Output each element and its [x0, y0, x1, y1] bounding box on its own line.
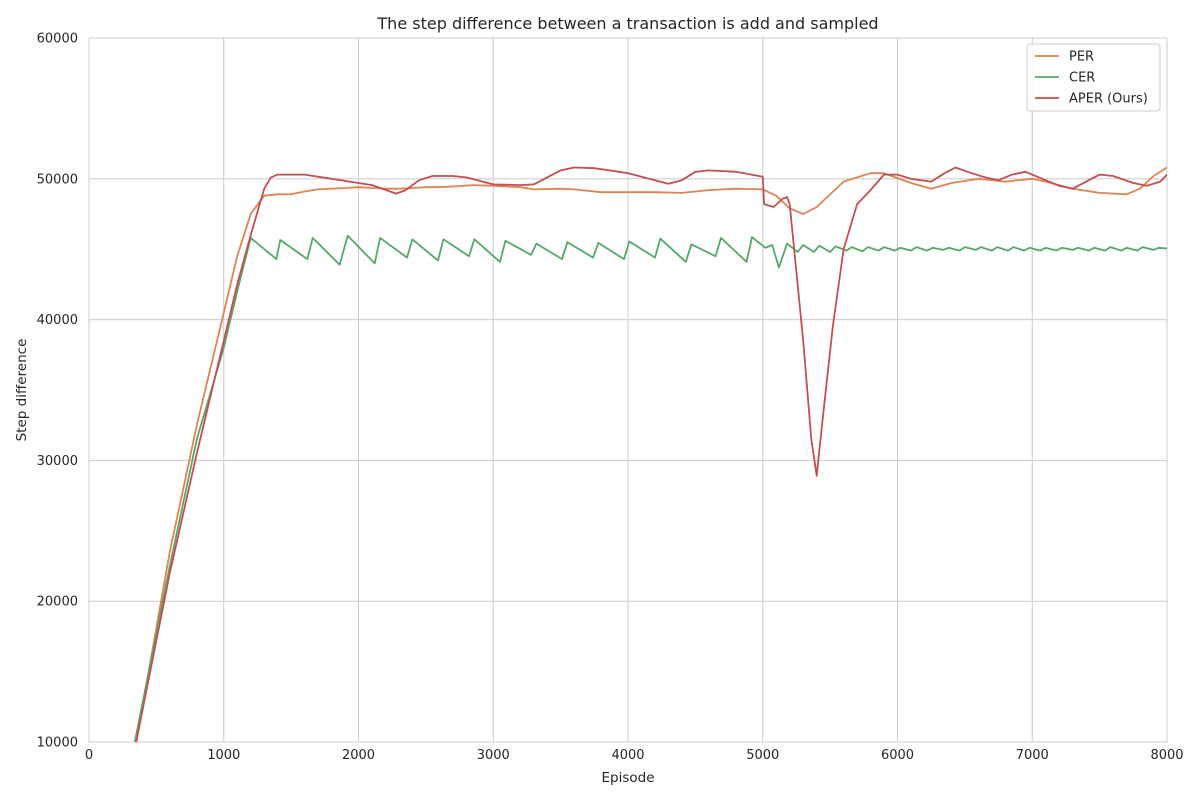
- legend-label: APER (Ours): [1069, 92, 1148, 107]
- x-axis-label: Episode: [601, 770, 654, 786]
- x-tick-label: 2000: [342, 748, 375, 763]
- y-tick-labels: 10000 20000 30000 40000 50000 60000: [37, 32, 78, 751]
- y-tick-label: 50000: [37, 172, 78, 187]
- legend-label: CER: [1069, 71, 1095, 86]
- grid: [88, 37, 1168, 743]
- y-axis-label: Step difference: [14, 339, 30, 442]
- series-lines: [133, 166, 1167, 742]
- x-tick-label: 3000: [477, 748, 510, 763]
- legend-label: PER: [1069, 50, 1094, 65]
- x-tick-label: 4000: [611, 748, 644, 763]
- x-tick-label: 5000: [746, 748, 779, 763]
- x-tick-label: 1000: [207, 748, 240, 763]
- y-tick-label: 30000: [37, 454, 78, 469]
- legend-box: [1026, 43, 1161, 112]
- x-tick-label: 7000: [1016, 748, 1049, 763]
- y-tick-label: 20000: [37, 595, 78, 610]
- x-tick-label: 0: [85, 748, 93, 763]
- series-line-per: [135, 166, 1167, 742]
- y-tick-label: 40000: [37, 313, 78, 328]
- series-line-cer: [133, 234, 1167, 742]
- chart-title: The step difference between a transactio…: [376, 14, 878, 33]
- x-tick-label: 8000: [1150, 748, 1183, 763]
- y-tick-label: 60000: [37, 32, 78, 47]
- y-tick-label: 10000: [37, 736, 78, 751]
- x-tick-labels: 0 1000 2000 3000 4000 5000 6000 7000 8000: [85, 748, 1184, 763]
- series-line-aper-ours: [135, 166, 1167, 742]
- legend: PER CER APER (Ours): [1026, 43, 1161, 112]
- x-tick-label: 6000: [881, 748, 914, 763]
